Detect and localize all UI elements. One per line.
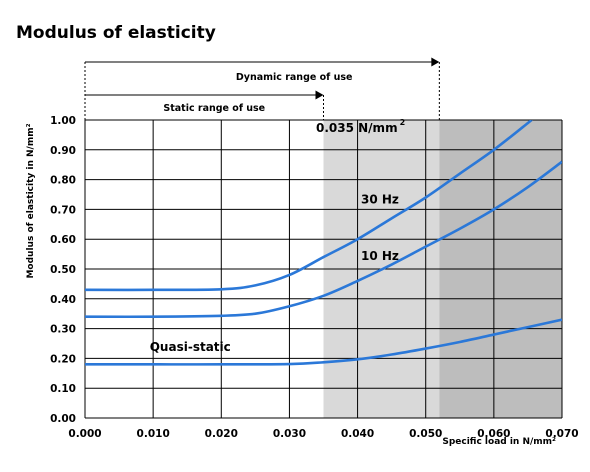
x-tick-label: 0.020 <box>205 428 238 440</box>
annotation-label: 10 Hz <box>361 249 399 263</box>
chart-title: Modulus of elasticity <box>16 23 216 43</box>
y-tick-label: 0.40 <box>50 294 76 306</box>
y-tick-label: 1.00 <box>50 115 76 127</box>
y-tick-label: 0.00 <box>50 413 76 425</box>
y-tick-label: 0.30 <box>50 324 76 336</box>
series-lines <box>85 120 562 366</box>
annotation-label: 0.035 N/mm 2 <box>316 118 405 135</box>
range-arrow-head <box>315 90 324 100</box>
y-tick-label: 0.60 <box>50 234 76 246</box>
x-tick-label: 0.010 <box>137 428 170 440</box>
x-tick-label: 0.030 <box>273 428 306 440</box>
range-arrow-head <box>431 57 440 67</box>
series-line-2 <box>85 318 562 366</box>
series-line-0 <box>85 120 534 292</box>
x-tick-label: 0.040 <box>341 428 374 440</box>
x-tick-label: 0.060 <box>477 428 510 440</box>
y-tick-label: 0.20 <box>50 353 76 365</box>
y-tick-label: 0.70 <box>50 204 76 216</box>
y-axis-label: Modulus of elasticity in N/mm² <box>26 123 36 278</box>
y-tick-label: 0.90 <box>50 145 76 157</box>
x-axis-label: Specific load in N/mm² <box>442 437 556 447</box>
y-tick-label: 0.80 <box>50 175 76 187</box>
tick-labels: 0.000 0.010 0.020 0.030 0.040 0.050 0.060 0.070… <box>50 115 579 440</box>
annotation-label: Quasi-static <box>150 340 231 354</box>
x-tick-label: 0.000 <box>68 428 101 440</box>
annotation-label: 30 Hz <box>361 192 399 206</box>
range-label: Dynamic range of use <box>236 72 353 83</box>
x-tick-label: 0.070 <box>545 428 578 440</box>
range-arrows: Dynamic range of use Static range of use <box>84 57 440 120</box>
x-tick-label: 0.050 <box>409 428 442 440</box>
range-label: Static range of use <box>163 103 265 114</box>
annotations: 0.035 N/mm 2 30 Hz 10 Hz Quasi-static <box>150 118 405 354</box>
y-tick-label: 0.10 <box>50 383 76 395</box>
y-tick-label: 0.50 <box>50 264 76 276</box>
series-line-1 <box>85 160 562 319</box>
